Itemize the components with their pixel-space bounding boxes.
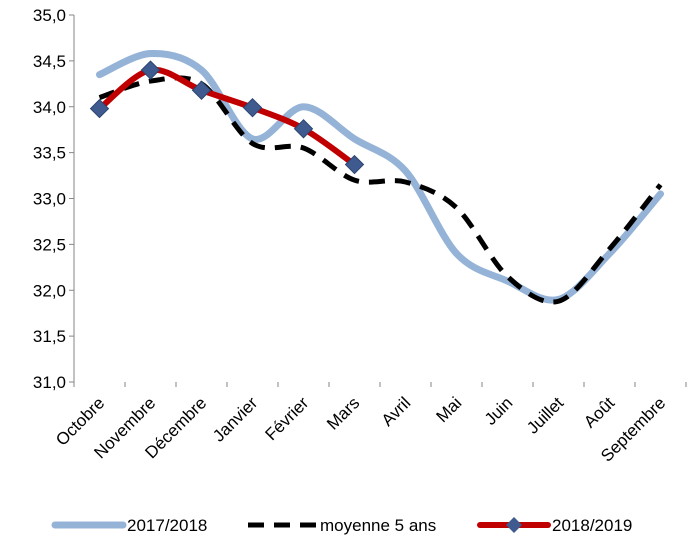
x-tick-label: Juillet [523,393,567,437]
legend-label: 2018/2019 [552,516,632,535]
point-marker [140,60,161,80]
x-tick-label: Mai [433,393,466,426]
point-marker [344,154,365,175]
y-tick-label: 31,0 [33,373,66,392]
series-line [98,75,663,305]
x-tick-label: Août [580,393,618,431]
y-tick-label: 33,0 [33,190,66,209]
y-tick-label: 33,5 [33,144,66,163]
x-tick-label: Mars [323,393,363,433]
point-marker [191,80,212,100]
x-tick-label: Janvier [209,393,261,445]
legend-label: 2017/2018 [127,516,207,535]
y-tick-label: 31,5 [33,327,66,346]
y-tick-label: 34,0 [33,98,66,117]
y-tick-label: 34,5 [33,52,66,71]
legend-marker [506,517,522,533]
x-tick-label: Février [261,393,312,444]
point-marker [89,98,110,119]
series-line [96,49,664,304]
y-tick-label: 32,5 [33,235,66,254]
point-marker [293,119,314,139]
legend-label: moyenne 5 ans [320,516,436,535]
x-tick-label: Juin [481,393,516,428]
y-tick-label: 32,0 [33,281,66,300]
point-marker [242,97,263,118]
y-tick-label: 35,0 [33,6,66,25]
x-tick-label: Avril [378,393,415,430]
